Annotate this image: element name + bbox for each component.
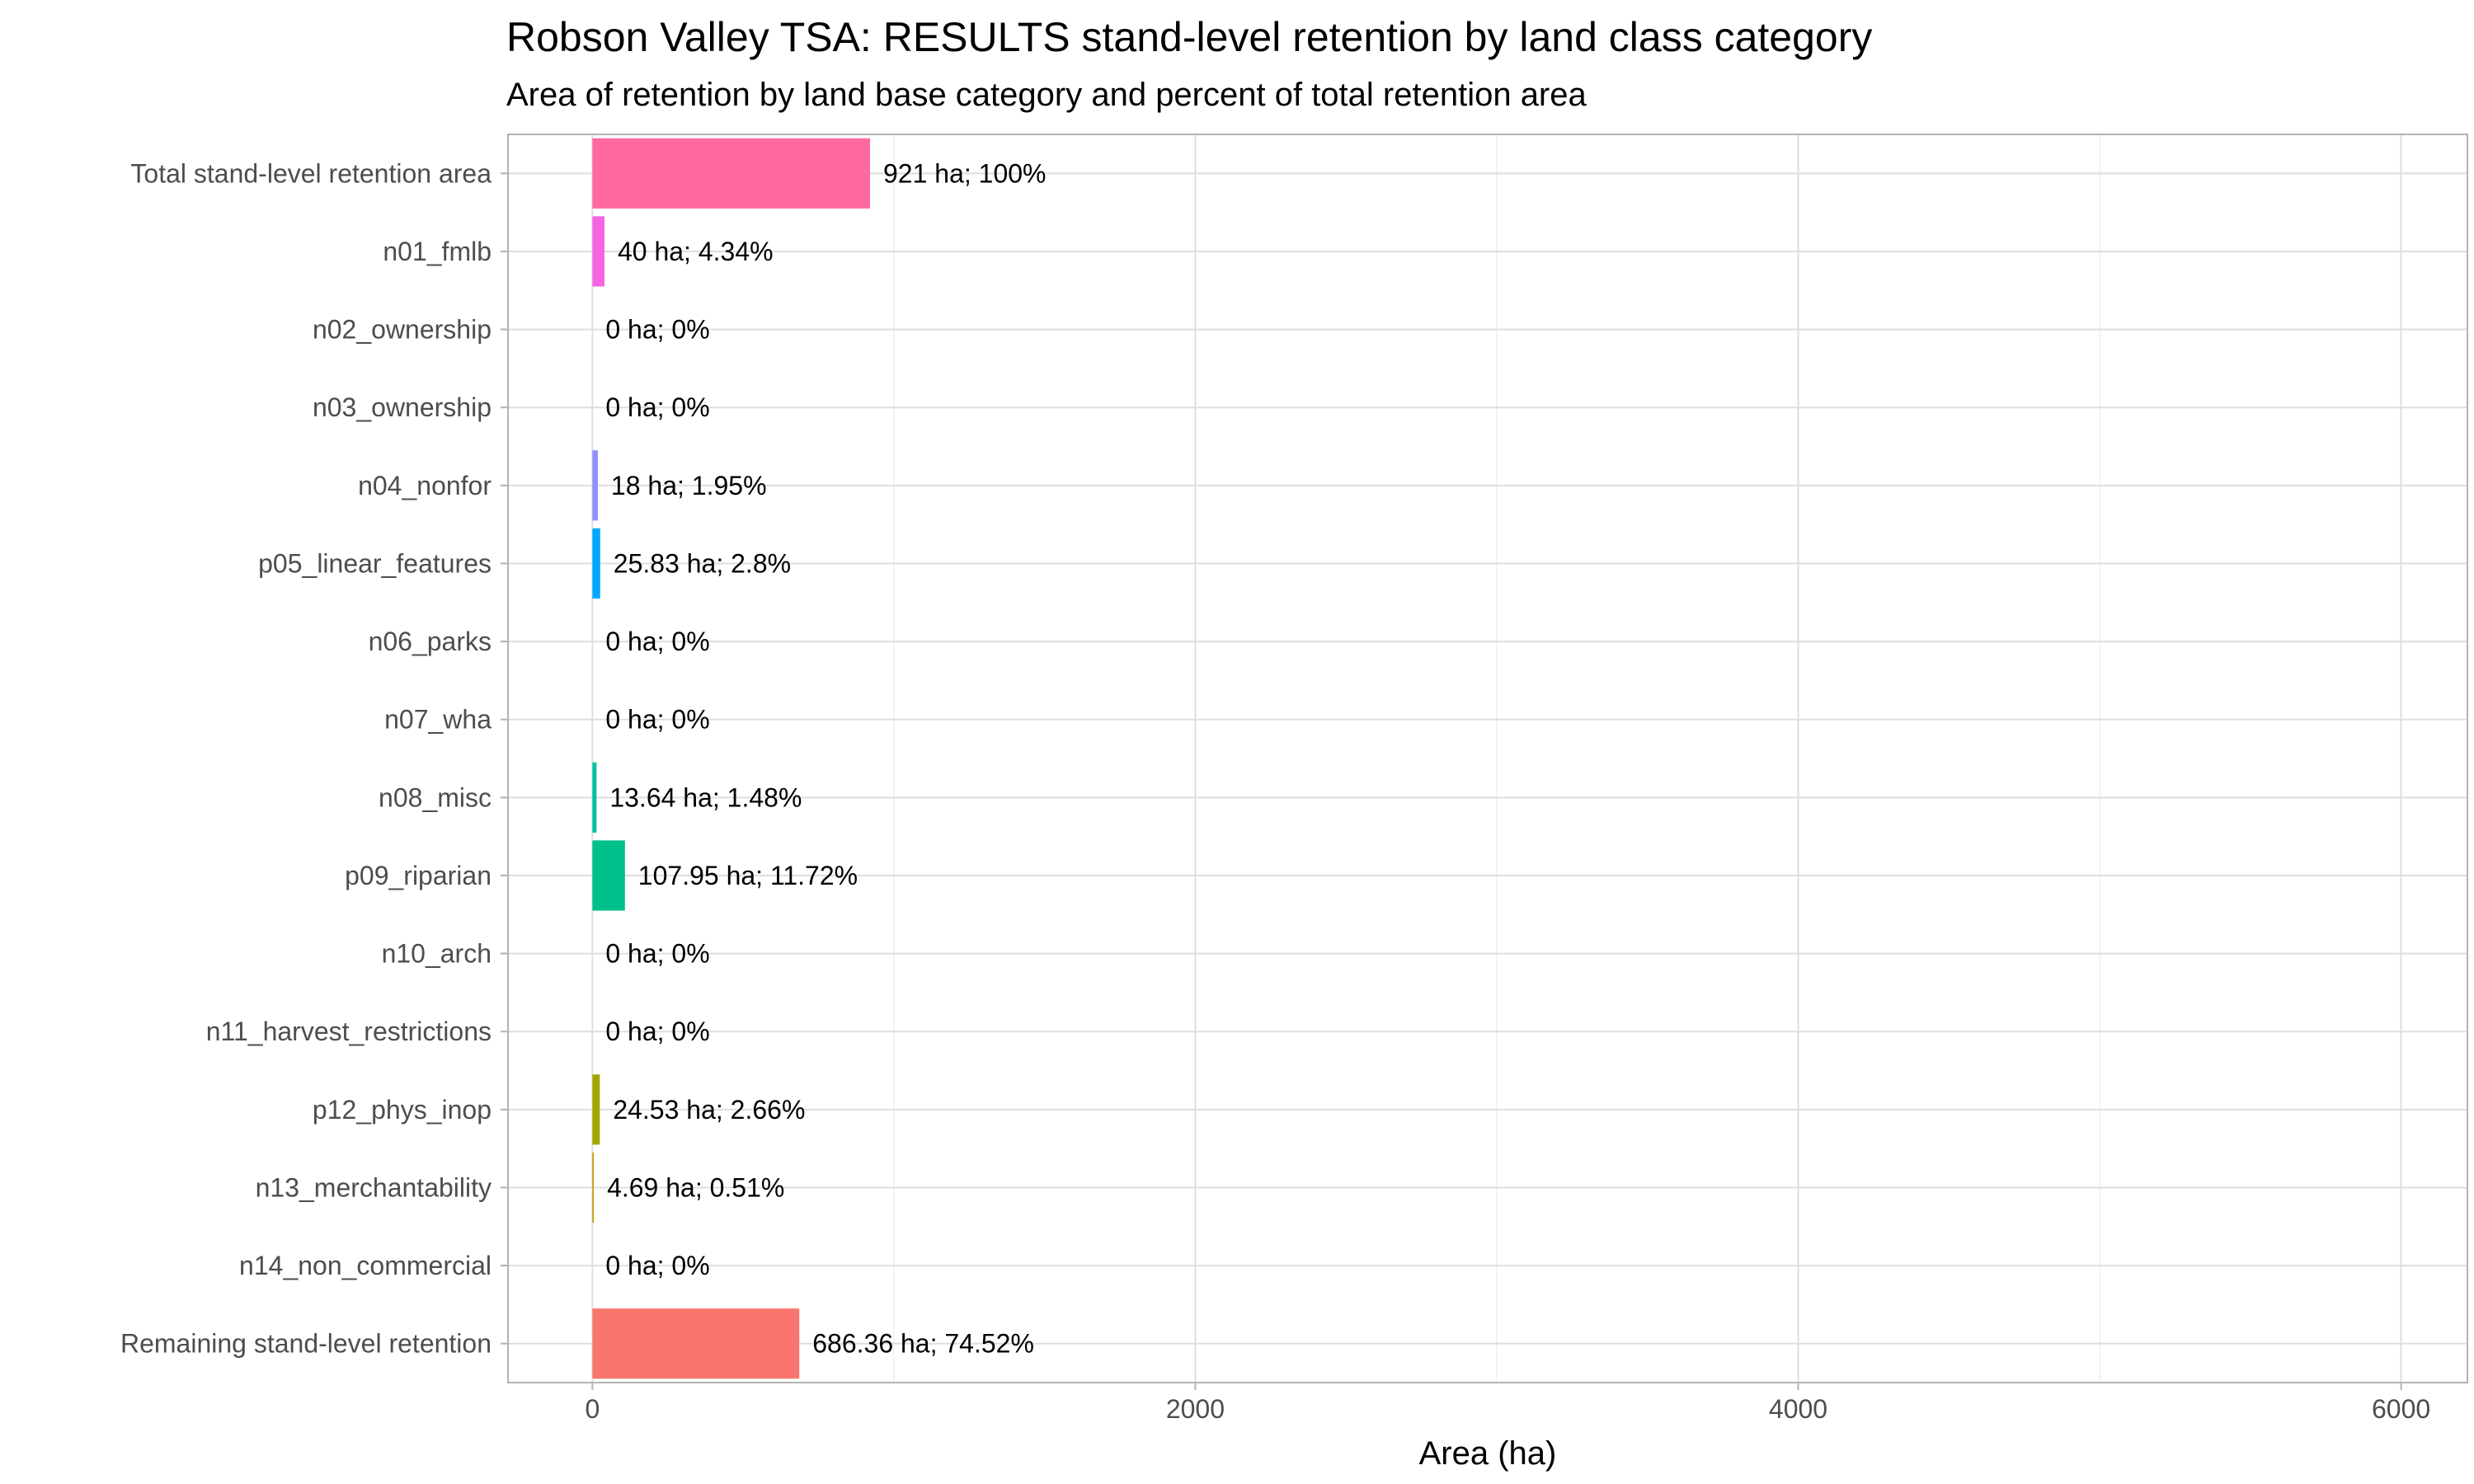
bar-n04_nonfor — [592, 450, 598, 521]
bar-p05_linear_features — [592, 528, 600, 599]
data-label-p12_phys_inop: 24.53 ha; 2.66% — [613, 1095, 805, 1125]
data-label-n06_parks: 0 ha; 0% — [605, 627, 709, 656]
category-label-Remaining stand-level retention: Remaining stand-level retention — [120, 1329, 492, 1359]
bar-p09_riparian — [592, 840, 625, 911]
category-label-n14_non_commercial: n14_non_commercial — [239, 1251, 492, 1280]
panel-border — [507, 134, 2468, 1383]
data-label-Total stand-level retention area: 921 ha; 100% — [883, 158, 1047, 188]
category-label-n13_merchantability: n13_merchantability — [256, 1172, 492, 1202]
bar-Remaining stand-level retention — [592, 1308, 800, 1379]
data-label-n11_harvest_restrictions: 0 ha; 0% — [605, 1017, 709, 1046]
category-label-n01_fmlb: n01_fmlb — [383, 237, 492, 266]
category-label-n07_wha: n07_wha — [384, 705, 492, 735]
data-label-n04_nonfor: 18 ha; 1.95% — [611, 471, 767, 500]
bar-n01_fmlb — [592, 216, 604, 287]
x-tick-label-6000: 6000 — [2372, 1394, 2430, 1424]
data-label-n10_arch: 0 ha; 0% — [605, 939, 709, 969]
x-tick-label-4000: 4000 — [1769, 1394, 1827, 1424]
data-label-Remaining stand-level retention: 686.36 ha; 74.52% — [812, 1329, 1034, 1359]
category-label-n10_arch: n10_arch — [382, 939, 492, 969]
bar-n13_merchantability — [592, 1152, 595, 1223]
plot-area: 921 ha; 100% 40 ha; 4.34% 0 ha; 0% 0 ha; 0%… — [120, 134, 2468, 1424]
chart-subtitle: Area of retention by land base category … — [506, 77, 1587, 113]
category-label-n04_nonfor: n04_nonfor — [358, 471, 492, 500]
category-label-n11_harvest_restrictions: n11_harvest_restrictions — [206, 1017, 492, 1046]
x-axis-label: Area (ha) — [1419, 1435, 1557, 1472]
bar-p12_phys_inop — [592, 1074, 600, 1145]
category-label-n06_parks: n06_parks — [369, 627, 492, 656]
category-label-n03_ownership: n03_ownership — [313, 392, 492, 422]
bar-n08_misc — [592, 762, 597, 833]
category-label-Total stand-level retention area: Total stand-level retention area — [130, 158, 492, 188]
category-label-p05_linear_features: p05_linear_features — [258, 548, 492, 578]
category-label-n08_misc: n08_misc — [379, 782, 492, 812]
data-label-n08_misc: 13.64 ha; 1.48% — [609, 782, 802, 812]
data-label-n02_ownership: 0 ha; 0% — [605, 315, 709, 345]
data-label-n13_merchantability: 4.69 ha; 0.51% — [607, 1172, 784, 1202]
data-label-n14_non_commercial: 0 ha; 0% — [605, 1251, 709, 1280]
category-label-p09_riparian: p09_riparian — [345, 861, 492, 890]
category-label-n02_ownership: n02_ownership — [313, 315, 492, 345]
x-tick-label-2000: 2000 — [1166, 1394, 1225, 1424]
data-label-n07_wha: 0 ha; 0% — [605, 705, 709, 735]
bar-Total stand-level retention area — [592, 138, 871, 209]
data-label-p09_riparian: 107.95 ha; 11.72% — [638, 861, 858, 890]
data-label-n03_ownership: 0 ha; 0% — [605, 392, 709, 422]
data-label-p05_linear_features: 25.83 ha; 2.8% — [614, 548, 791, 578]
chart-title: Robson Valley TSA: RESULTS stand-level r… — [506, 14, 1872, 60]
data-label-n01_fmlb: 40 ha; 4.34% — [618, 237, 774, 266]
x-tick-label-0: 0 — [585, 1394, 600, 1424]
category-label-p12_phys_inop: p12_phys_inop — [313, 1095, 492, 1125]
